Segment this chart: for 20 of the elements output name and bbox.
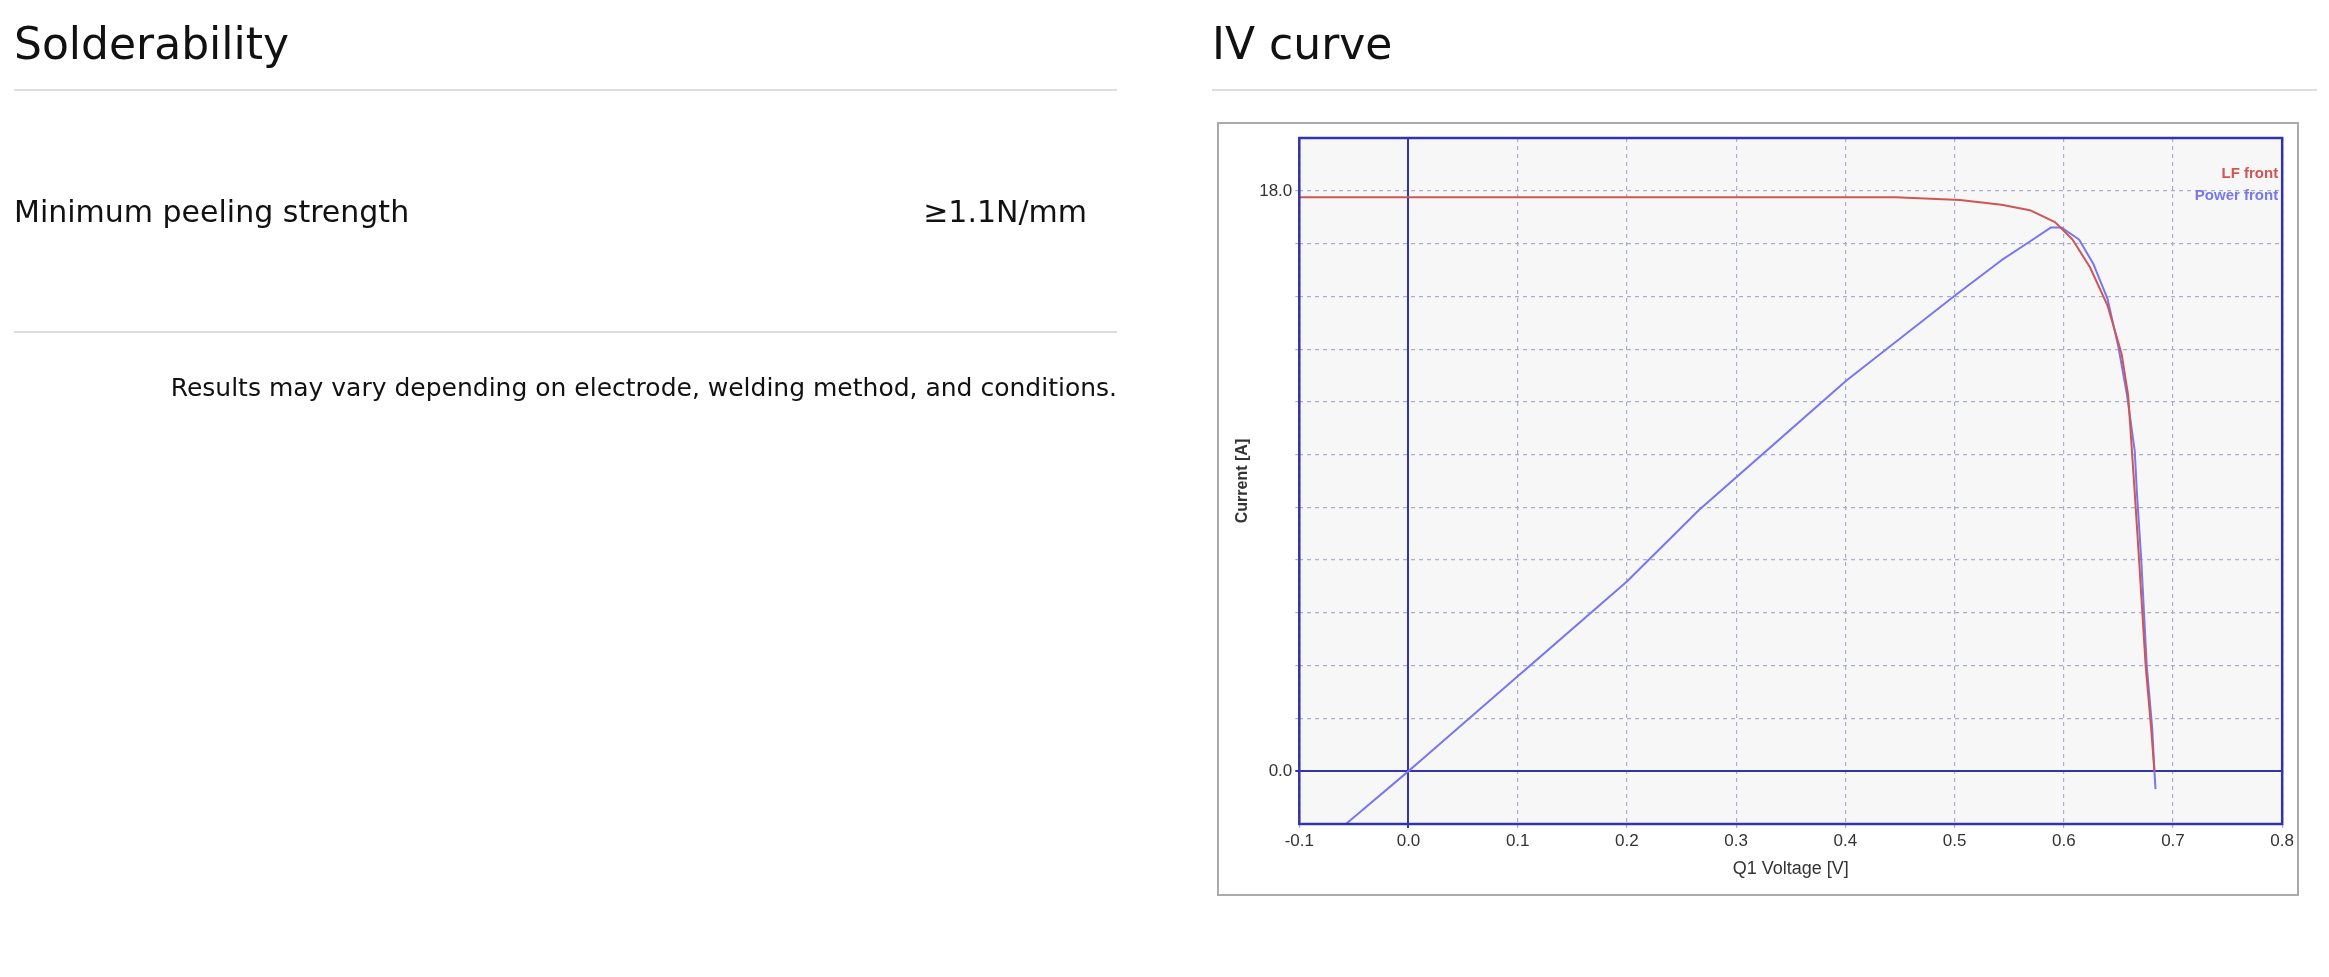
text: ≥1.1N/mm	[923, 193, 1087, 229]
chart-title: IV curve	[1212, 0, 2317, 91]
text: Results may vary depending on electrode, welding method, and conditions.	[169, 373, 1117, 402]
text: LF front	[2221, 163, 2279, 181]
x-tick-label: 0.2	[1615, 830, 1639, 850]
x-tick-label: 0.4	[1833, 830, 1858, 850]
x-tick-label: 0.0	[1396, 830, 1421, 850]
x-tick-label: -0.1	[1284, 830, 1314, 850]
x-tick-label: 0.8	[2270, 830, 2294, 850]
y-axis-title: Current [A]	[1233, 438, 1251, 524]
x-tick-label: 0.6	[2051, 830, 2076, 850]
text: Power front	[2194, 185, 2279, 203]
x-axis-title: Q1 Voltage [V]	[1732, 858, 1849, 879]
y-tick-label: 18.0	[1259, 180, 1293, 200]
x-tick-label: 0.1	[1505, 830, 1530, 850]
x-tick-label: 0.7	[2161, 830, 2185, 850]
x-tick-label: 0.5	[1942, 830, 1967, 850]
x-tick-label: 0.3	[1724, 830, 1748, 850]
text: Minimum peeling strength	[14, 193, 410, 229]
text: Solderability	[14, 0, 1117, 91]
